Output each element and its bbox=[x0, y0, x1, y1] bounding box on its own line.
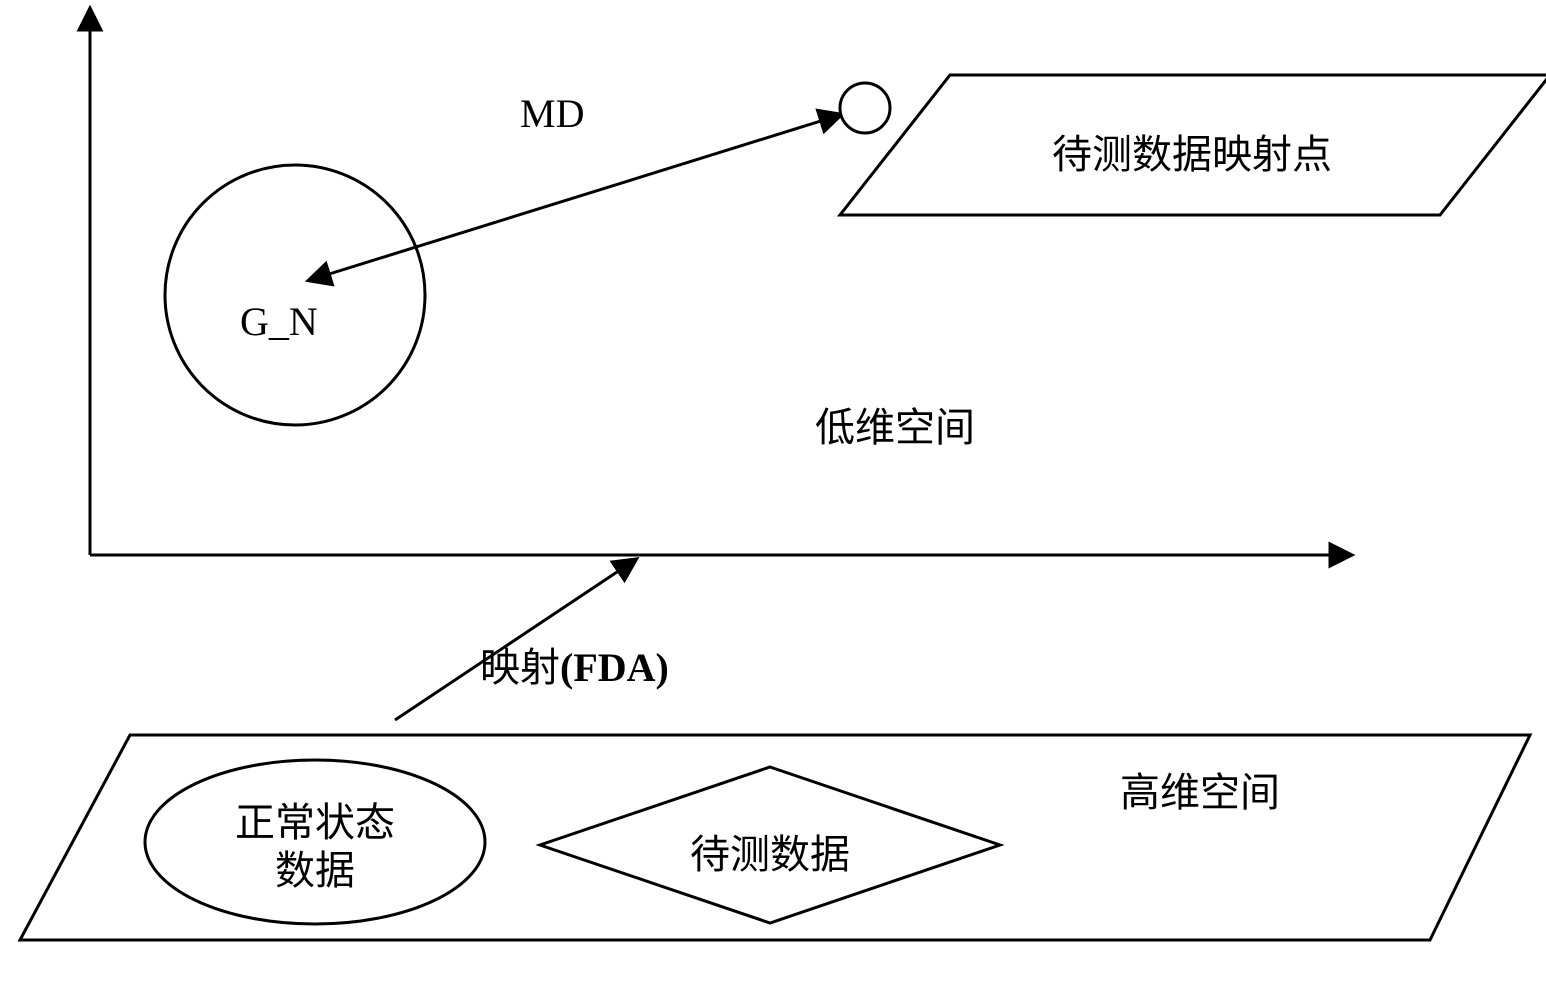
low-dim-space-label: 低维空间 bbox=[815, 395, 975, 453]
high-dim-space-label: 高维空间 bbox=[1120, 760, 1280, 818]
normal-state-line2: 数据 bbox=[275, 838, 355, 896]
md-label: MD bbox=[520, 90, 584, 137]
test-point-mapping-label: 待测数据映射点 bbox=[1052, 122, 1332, 180]
gn-label: G_N bbox=[240, 298, 318, 345]
md-distance-line bbox=[310, 115, 840, 280]
fda-mapping-label: 映射(FDA) bbox=[480, 635, 669, 693]
test-point-circle bbox=[840, 83, 890, 133]
gn-circle bbox=[165, 165, 425, 425]
test-data-label: 待测数据 bbox=[690, 822, 850, 880]
